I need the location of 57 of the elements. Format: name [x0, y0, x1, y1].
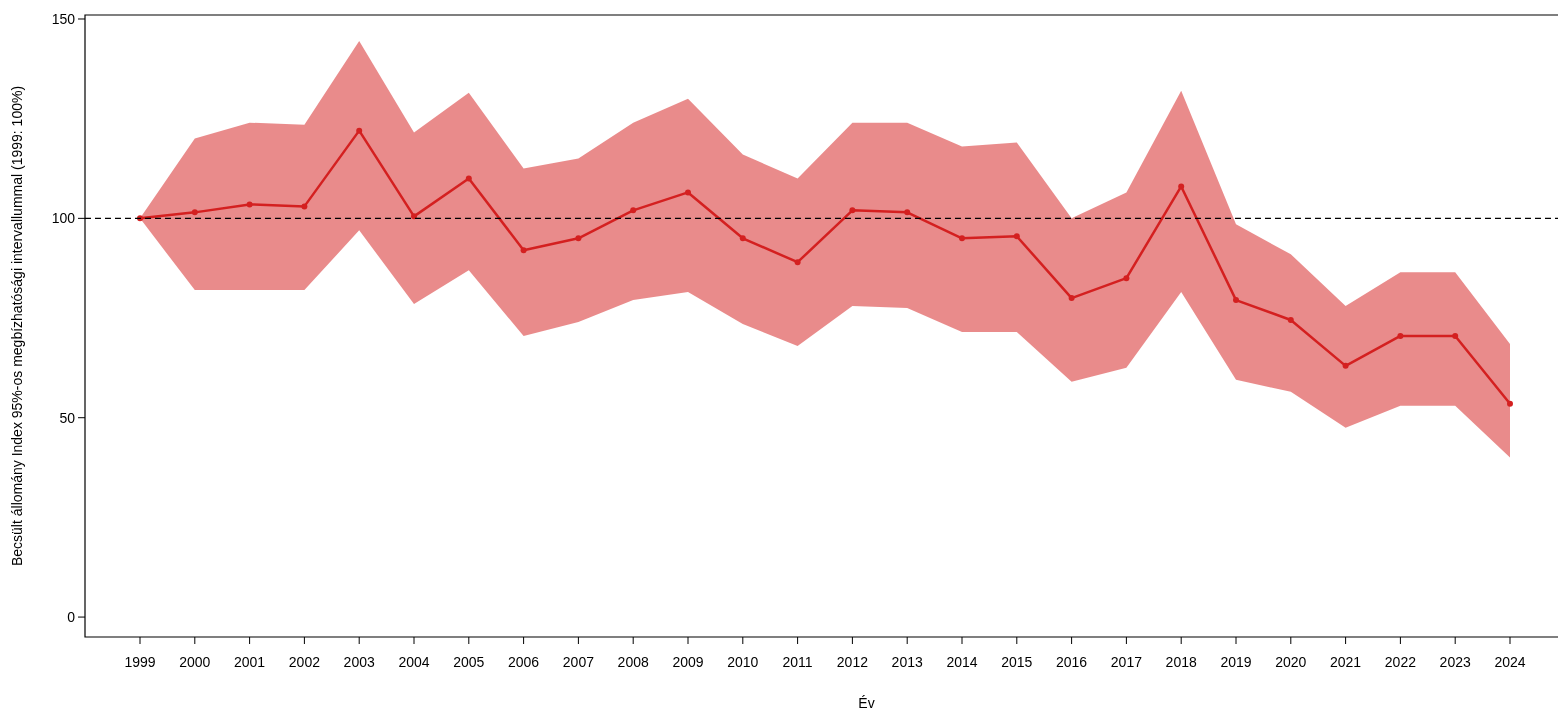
- x-tick-label: 2008: [617, 654, 649, 670]
- point: [739, 235, 746, 242]
- x-tick-label: 2020: [1275, 654, 1307, 670]
- point: [1068, 295, 1075, 302]
- point: [191, 209, 198, 216]
- x-tick-label: 2022: [1384, 654, 1417, 670]
- x-tick-label: 2005: [453, 654, 485, 670]
- point: [1287, 317, 1294, 324]
- x-tick-label: 2024: [1494, 654, 1526, 670]
- point: [575, 235, 582, 242]
- x-tick-label: 2010: [727, 654, 759, 670]
- x-tick-label: 2021: [1330, 654, 1362, 670]
- point: [411, 213, 417, 220]
- y-tick-label: 0: [67, 608, 76, 625]
- x-tick-label: 2019: [1220, 654, 1252, 670]
- y-tick-label: 150: [51, 10, 76, 27]
- point: [1507, 400, 1513, 407]
- y-axis-title: Becsült állomány Index 95%-os megbízhatósági intervallummal (1999: 100%): [9, 85, 25, 567]
- x-axis-title: Év: [858, 695, 875, 711]
- x-tick-label: 2001: [234, 654, 266, 670]
- x-tick-label: 2014: [946, 654, 978, 670]
- point: [301, 203, 308, 210]
- x-tick-label: 2006: [508, 654, 540, 670]
- point: [794, 259, 801, 266]
- x-tick-label: 2000: [179, 654, 211, 670]
- x-tick-label: 2011: [782, 654, 813, 670]
- point: [1397, 332, 1404, 339]
- x-tick-label: 2023: [1439, 654, 1471, 670]
- x-tick-label: 2018: [1165, 654, 1197, 670]
- point: [1233, 297, 1239, 304]
- point: [630, 207, 637, 214]
- point: [849, 207, 856, 214]
- x-tick-label: 2004: [398, 654, 430, 670]
- point: [685, 189, 691, 196]
- y-tick-label: 100: [51, 210, 76, 227]
- x-tick-label: 2002: [288, 654, 321, 670]
- x-tick-label: 2009: [672, 654, 704, 670]
- point: [520, 247, 527, 254]
- point: [959, 235, 965, 242]
- y-tick-label: 50: [59, 409, 76, 426]
- point: [1123, 275, 1130, 282]
- point: [246, 201, 253, 208]
- x-tick-label: 2013: [891, 654, 923, 670]
- point: [1178, 183, 1185, 190]
- x-tick-label: 2017: [1110, 654, 1143, 670]
- x-tick-label: 1999: [124, 654, 156, 670]
- x-tick-label: 2007: [562, 654, 595, 670]
- x-tick-label: 2012: [836, 654, 869, 670]
- x-tick-label: 2016: [1056, 654, 1088, 670]
- point: [356, 127, 363, 134]
- x-tick-label: 2015: [1001, 654, 1033, 670]
- point: [904, 209, 911, 216]
- point: [1013, 233, 1020, 240]
- point: [1342, 362, 1349, 369]
- point: [465, 175, 472, 182]
- point: [1452, 332, 1459, 339]
- x-tick-label: 2003: [343, 654, 375, 670]
